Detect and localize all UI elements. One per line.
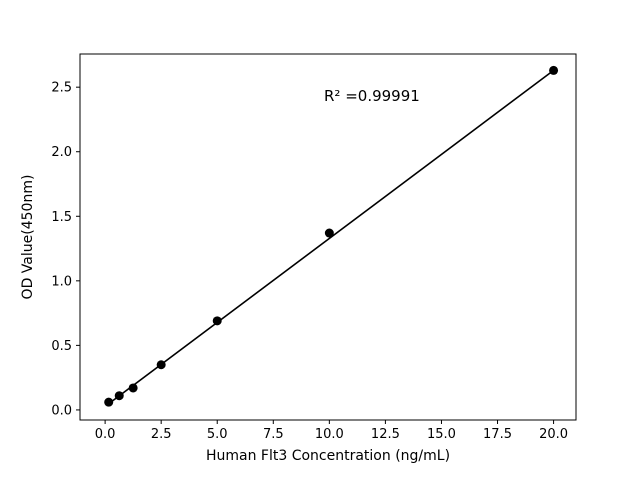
data-point: [128, 383, 138, 393]
data-point: [324, 228, 334, 238]
data-point: [104, 397, 114, 407]
plot-border: [79, 53, 577, 421]
y-tick-label: 0.0: [51, 403, 72, 418]
y-tick-label: 1.5: [51, 210, 72, 225]
r-squared-annotation: R² =0.99991: [324, 87, 420, 105]
data-point: [156, 360, 166, 370]
y-tick-label: 2.0: [51, 145, 72, 160]
x-tick-label: 17.5: [483, 427, 512, 442]
fit-line: [106, 69, 555, 406]
x-tick-label: 0.0: [95, 427, 116, 442]
x-tick-label: 2.5: [151, 427, 172, 442]
x-tick-label: 20.0: [539, 427, 568, 442]
y-axis-label: OD Value(450nm): [20, 174, 36, 300]
data-point: [114, 391, 124, 401]
x-axis-label: Human Flt3 Concentration (ng/mL): [205, 448, 451, 464]
y-tick-label: 0.5: [51, 339, 72, 354]
data-point: [549, 65, 559, 75]
x-tick-label: 12.5: [371, 427, 400, 442]
x-tick-label: 15.0: [427, 427, 456, 442]
x-tick-label: 7.5: [263, 427, 284, 442]
x-tick-label: 10.0: [315, 427, 344, 442]
x-tick-label: 5.0: [207, 427, 228, 442]
data-point: [212, 316, 222, 326]
y-tick-label: 2.5: [51, 81, 72, 96]
y-tick-label: 1.0: [51, 274, 72, 289]
